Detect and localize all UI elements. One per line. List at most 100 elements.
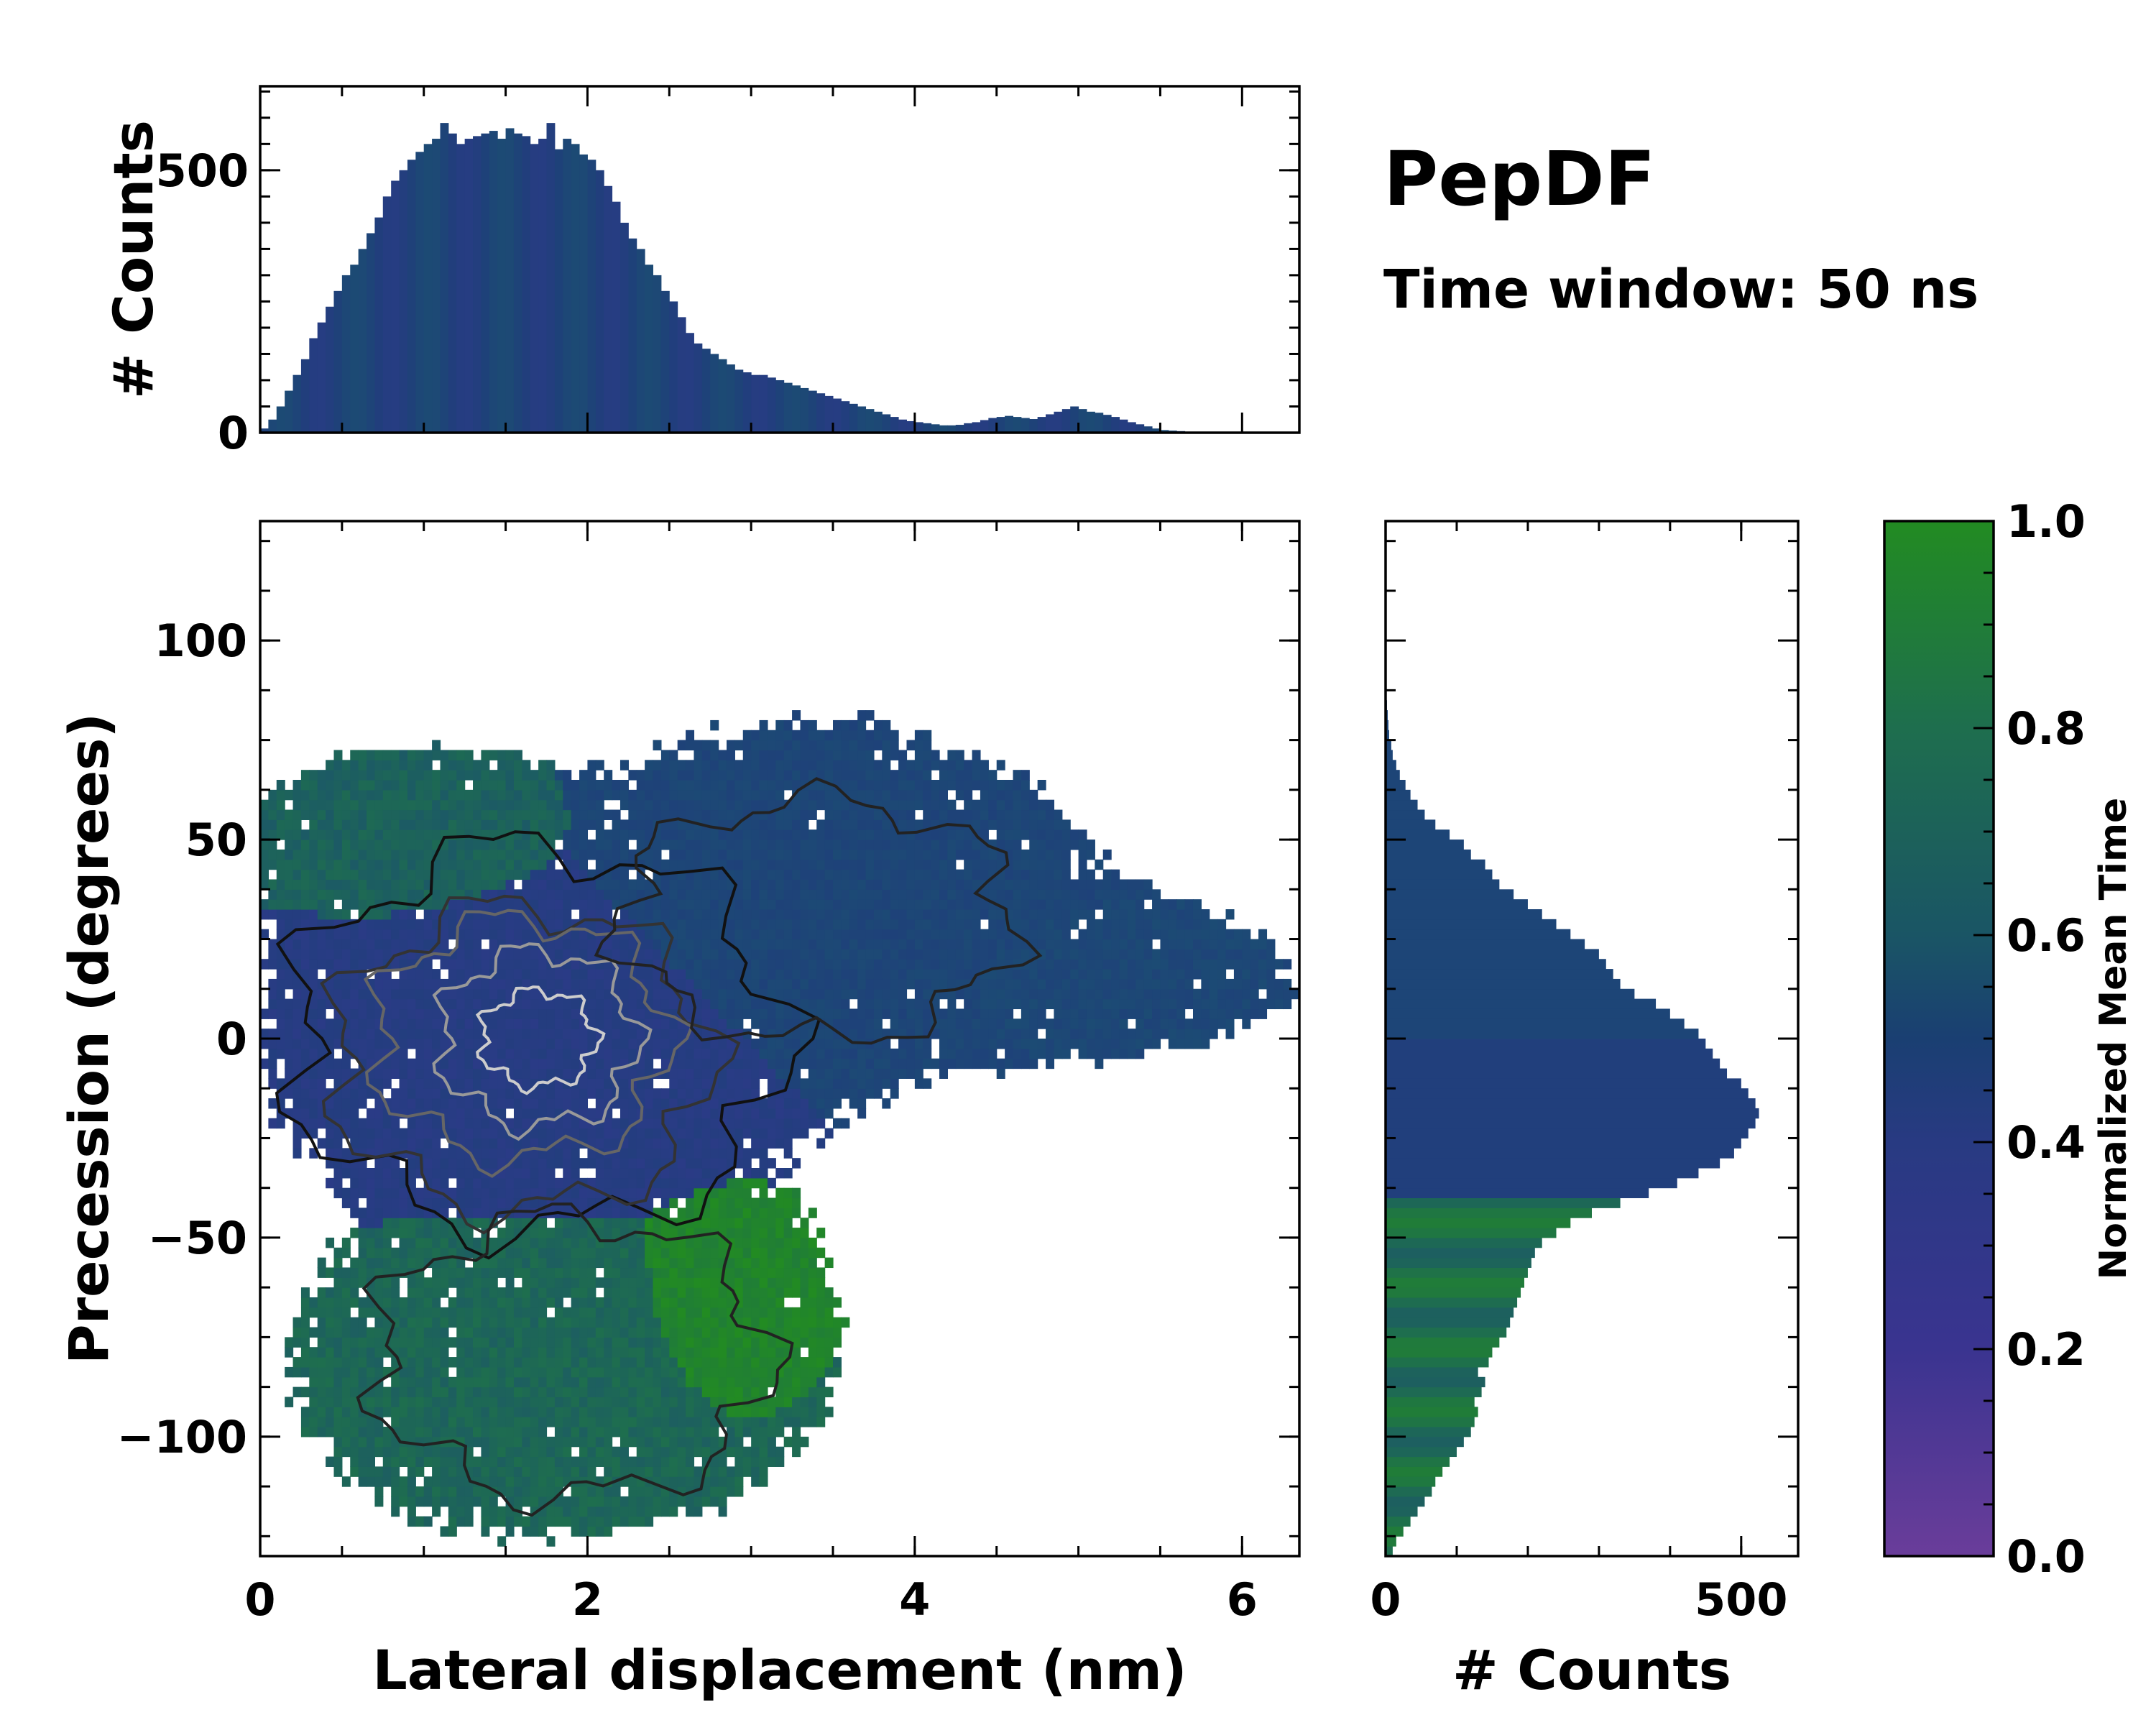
heatmap-cell <box>718 1376 727 1388</box>
heatmap-cell <box>710 909 719 920</box>
heatmap-cell <box>513 1486 522 1497</box>
heatmap-cell <box>554 1337 563 1348</box>
heatmap-cell <box>767 1197 776 1208</box>
heatmap-cell <box>522 1277 531 1288</box>
heatmap-cell <box>701 1128 711 1139</box>
heatmap-cell <box>448 1158 457 1169</box>
heatmap-cell <box>367 1436 376 1448</box>
heatmap-cell <box>292 789 302 801</box>
heatmap-cell <box>530 1078 539 1089</box>
heatmap-cell <box>701 809 711 820</box>
heatmap-cell <box>734 1317 744 1328</box>
heatmap-cell <box>522 829 531 840</box>
heatmap-cell <box>619 869 629 880</box>
heatmap-cell <box>686 1177 695 1189</box>
heatmap-cell <box>423 1208 433 1218</box>
heatmap-cell <box>653 1496 662 1507</box>
heatmap-cell <box>415 1148 425 1159</box>
heatmap-cell <box>612 978 621 990</box>
heatmap-cell <box>595 1237 604 1248</box>
heatmap-cell <box>579 780 589 791</box>
heatmap-cell <box>612 1048 621 1059</box>
heatmap-cell <box>619 1307 629 1318</box>
heatmap-cell <box>628 1337 637 1348</box>
heatmap-cell <box>358 1008 367 1019</box>
heatmap-cell <box>669 1357 678 1368</box>
top-histogram-bar <box>399 170 408 433</box>
heatmap-cell <box>538 1218 548 1228</box>
heatmap-cell <box>391 939 400 949</box>
heatmap-cell <box>415 1486 425 1497</box>
heatmap-cell <box>800 1337 809 1348</box>
heatmap-cell <box>800 1048 809 1059</box>
heatmap-cell <box>448 1397 457 1407</box>
heatmap-cell <box>464 840 474 850</box>
heatmap-cell <box>742 909 752 920</box>
heatmap-cell <box>358 1436 367 1448</box>
heatmap-cell <box>628 889 637 900</box>
heatmap-cell <box>775 1357 785 1368</box>
heatmap-cell <box>456 889 466 900</box>
top-histogram-bar <box>546 123 556 433</box>
heatmap-cell <box>448 829 457 840</box>
heatmap-cell <box>538 1187 548 1199</box>
top-histogram-bar <box>1143 426 1153 433</box>
heatmap-cell <box>285 1008 294 1019</box>
heatmap-cell <box>292 919 302 930</box>
heatmap-cell <box>612 1039 621 1049</box>
heatmap-cell <box>669 840 678 850</box>
heatmap-cell <box>358 849 367 860</box>
heatmap-cell <box>546 1228 556 1238</box>
heatmap-cell <box>800 849 809 860</box>
heatmap-cell <box>505 1366 515 1378</box>
heatmap-cell <box>808 719 817 731</box>
heatmap-cell <box>374 1476 384 1487</box>
heatmap-cell <box>554 819 563 830</box>
heatmap-cell <box>358 1187 367 1199</box>
heatmap-cell <box>546 789 556 801</box>
heatmap-cell <box>563 879 572 890</box>
heatmap-cell <box>800 840 809 850</box>
heatmap-cell <box>415 1008 425 1019</box>
heatmap-cell <box>464 969 474 980</box>
heatmap-cell <box>554 1357 563 1368</box>
heatmap-cell <box>579 1466 589 1477</box>
heatmap-cell <box>367 1376 376 1388</box>
heatmap-cell <box>628 1039 637 1049</box>
heatmap-cell <box>505 1218 515 1228</box>
heatmap-cell <box>619 789 629 801</box>
heatmap-cell <box>497 949 507 960</box>
heatmap-cell <box>260 859 269 870</box>
heatmap-cell <box>571 1456 580 1467</box>
heatmap-cell <box>694 1148 703 1159</box>
heatmap-cell <box>350 1168 359 1179</box>
heatmap-cell <box>628 819 637 830</box>
heatmap-cell <box>792 1008 801 1019</box>
heatmap-cell <box>481 789 490 801</box>
heatmap-cell <box>546 1317 556 1328</box>
heatmap-cell <box>341 1108 351 1119</box>
heatmap-cell <box>824 929 834 940</box>
heatmap-cell <box>300 1347 310 1358</box>
heatmap-cell <box>473 1476 482 1487</box>
heatmap-cell <box>522 1337 531 1348</box>
heatmap-cell <box>587 1317 596 1328</box>
heatmap-cell <box>783 1218 793 1228</box>
heatmap-cell <box>628 998 637 1010</box>
heatmap-cell <box>399 1347 408 1358</box>
heatmap-cell <box>636 1337 645 1348</box>
top-histogram-bar <box>972 422 981 433</box>
heatmap-cell <box>660 819 670 830</box>
heatmap-cell <box>612 1466 621 1477</box>
heatmap-cell <box>677 1486 686 1497</box>
heatmap-cell <box>554 899 563 910</box>
heatmap-cell <box>456 1078 466 1089</box>
heatmap-cell <box>775 829 785 840</box>
heatmap-cell <box>759 730 768 741</box>
heatmap-cell <box>276 849 285 860</box>
heatmap-cell <box>816 1337 826 1348</box>
heatmap-cell <box>571 829 580 840</box>
top-histogram-bar <box>988 418 998 433</box>
heatmap-cell <box>341 1277 351 1288</box>
heatmap-cell <box>783 1327 793 1338</box>
